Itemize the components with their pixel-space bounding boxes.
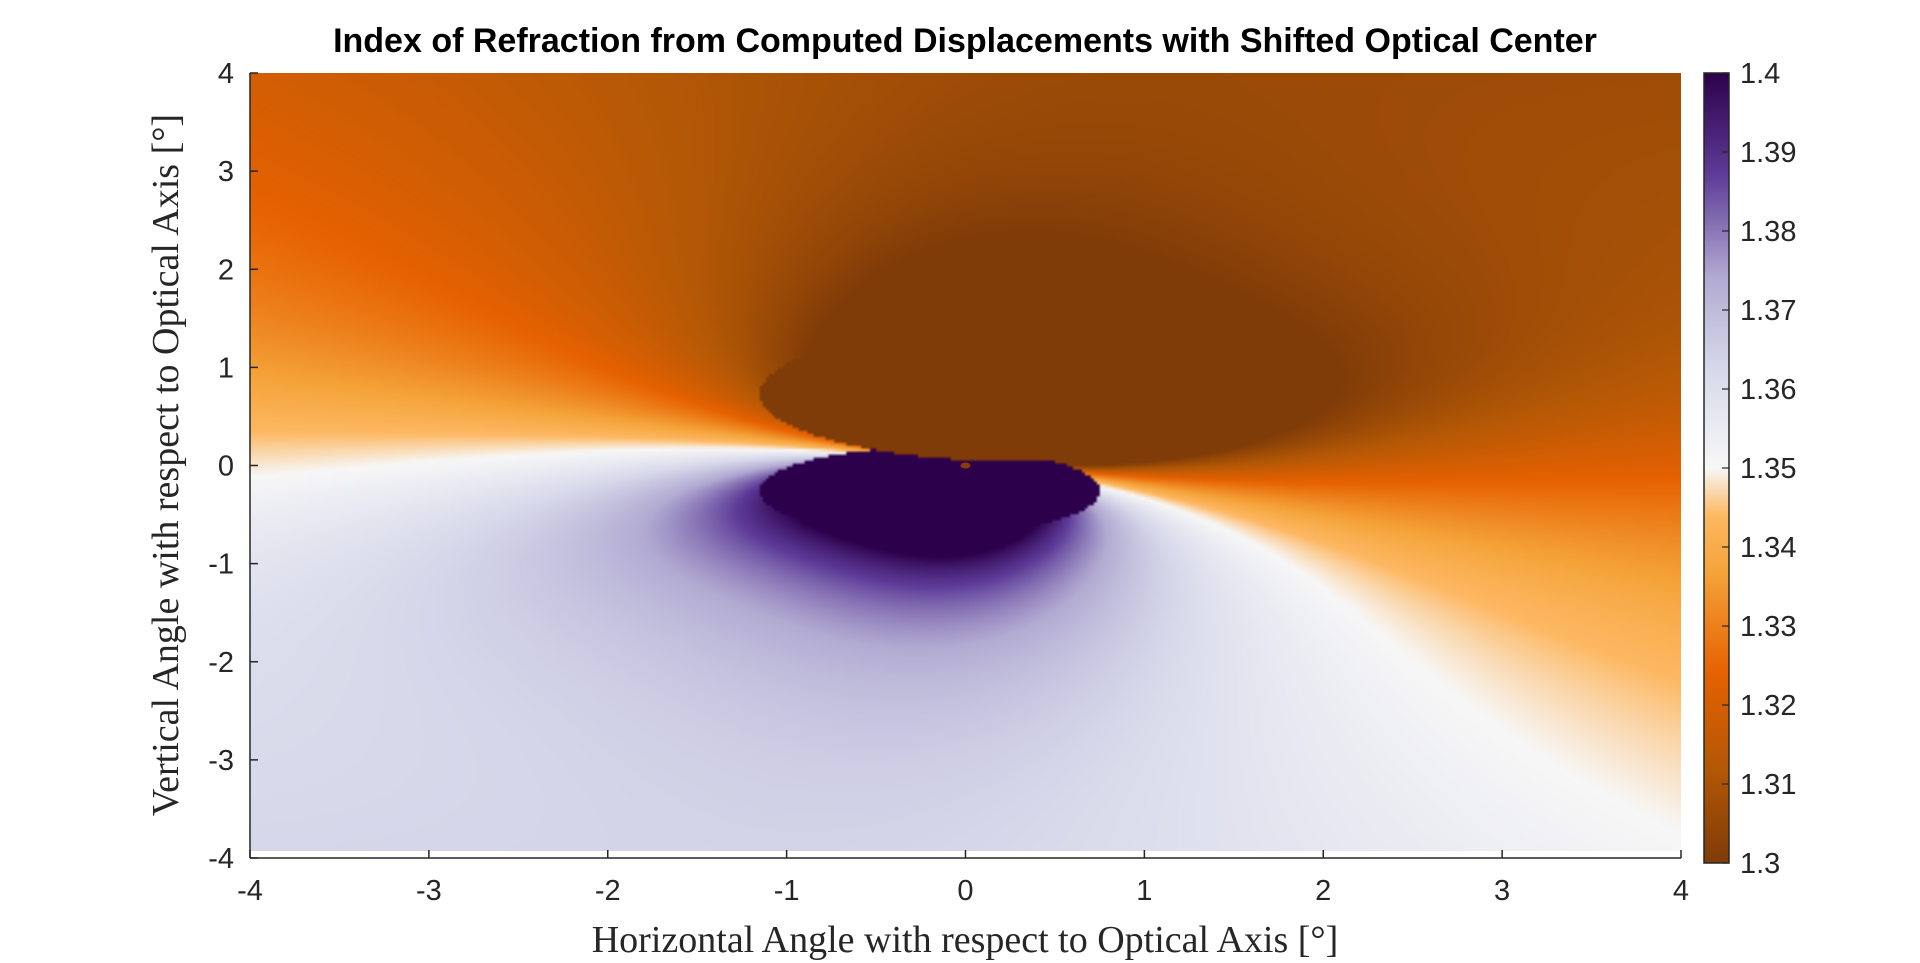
colorbar-ticks: 1.3 1.31 1.32 1.33 1.34 1.35 1.36 1.37 1.38 1.39 1… <box>1722 58 1796 880</box>
plot-area <box>250 73 1681 851</box>
colorbar-tick-label: 1.36 <box>1740 374 1796 406</box>
x-tick-label: -1 <box>774 875 800 907</box>
y-tick-label: 3 <box>218 156 234 188</box>
x-tick-label: -3 <box>416 875 442 907</box>
y-tick-label: -3 <box>208 745 234 777</box>
colorbar-tick-label: 1.4 <box>1740 58 1780 90</box>
y-tick-label: -4 <box>208 843 234 875</box>
x-tick-label: -2 <box>595 875 621 907</box>
y-tick-label: 1 <box>218 352 234 384</box>
colorbar: 1.3 1.31 1.32 1.33 1.34 1.35 1.36 1.37 1.38 1.39 1… <box>1703 58 1796 880</box>
colorbar-tick-label: 1.35 <box>1740 453 1796 485</box>
y-axis-ticks: -4 -3 -2 -1 0 1 2 3 4 <box>208 58 258 875</box>
chart-title: Index of Refraction from Computed Displa… <box>333 22 1597 60</box>
x-tick-label: 1 <box>1136 875 1152 907</box>
y-tick-label: 2 <box>218 254 234 286</box>
colorbar-tick-label: 1.38 <box>1740 216 1796 248</box>
y-axis-label: Vertical Angle with respect to Optical A… <box>145 114 187 816</box>
colorbar-tick-label: 1.34 <box>1740 532 1796 564</box>
marker-point <box>960 462 971 469</box>
x-tick-label: 3 <box>1494 875 1510 907</box>
x-tick-label: 2 <box>1315 875 1331 907</box>
colorbar-tick-label: 1.32 <box>1740 690 1796 722</box>
colorbar-tick-label: 1.37 <box>1740 295 1796 327</box>
colorbar-tick-label: 1.3 <box>1740 848 1780 880</box>
y-tick-label: -1 <box>208 549 234 581</box>
x-tick-label: 0 <box>957 875 973 907</box>
x-axis-ticks: -4 -3 -2 -1 0 1 2 3 4 <box>237 850 1689 907</box>
y-tick-label: 0 <box>218 451 234 483</box>
x-axis-label: Horizontal Angle with respect to Optical… <box>592 919 1339 961</box>
x-tick-label: 4 <box>1673 875 1689 907</box>
colorbar-tick-label: 1.39 <box>1740 137 1796 169</box>
y-tick-label: 4 <box>218 58 234 90</box>
x-tick-label: -4 <box>237 875 263 907</box>
colorbar-tick-label: 1.31 <box>1740 769 1796 801</box>
colorbar-tick-label: 1.33 <box>1740 611 1796 643</box>
y-tick-label: -2 <box>208 647 234 679</box>
heatmap-image <box>250 73 1681 851</box>
